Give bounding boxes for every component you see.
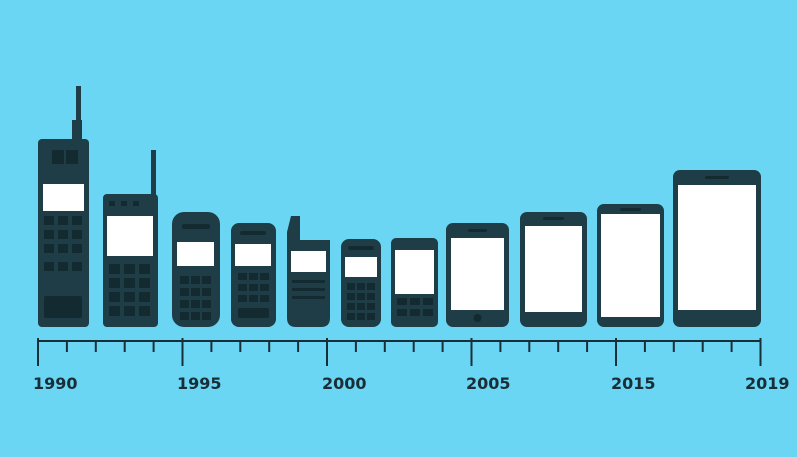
year-label-1995: 1995	[177, 374, 222, 393]
phone-smartphone-2005	[446, 223, 509, 327]
phone-compact-1997	[231, 223, 276, 327]
axis-minor-ticks	[65, 341, 733, 352]
year-label-2015: 2015	[611, 374, 656, 393]
phone-stub-antenna-1999	[287, 216, 330, 327]
phone-small-2001	[341, 239, 381, 327]
phone-antenna-1993	[103, 150, 158, 327]
year-label-2005: 2005	[466, 374, 511, 393]
phone-phablet-2019	[673, 170, 761, 327]
year-label-2019: 2019	[745, 374, 790, 393]
phone-smartphone-2010	[520, 212, 587, 327]
phone-brick-1990	[38, 86, 89, 327]
timeline-axis	[37, 338, 762, 366]
phone-smartphone-2015	[597, 204, 664, 327]
year-label-1990: 1990	[33, 374, 78, 393]
phone-rounded-1995	[172, 212, 220, 327]
year-label-2000: 2000	[322, 374, 367, 393]
axis-major-ticks	[37, 338, 762, 366]
phone-feature-2003	[391, 238, 438, 327]
